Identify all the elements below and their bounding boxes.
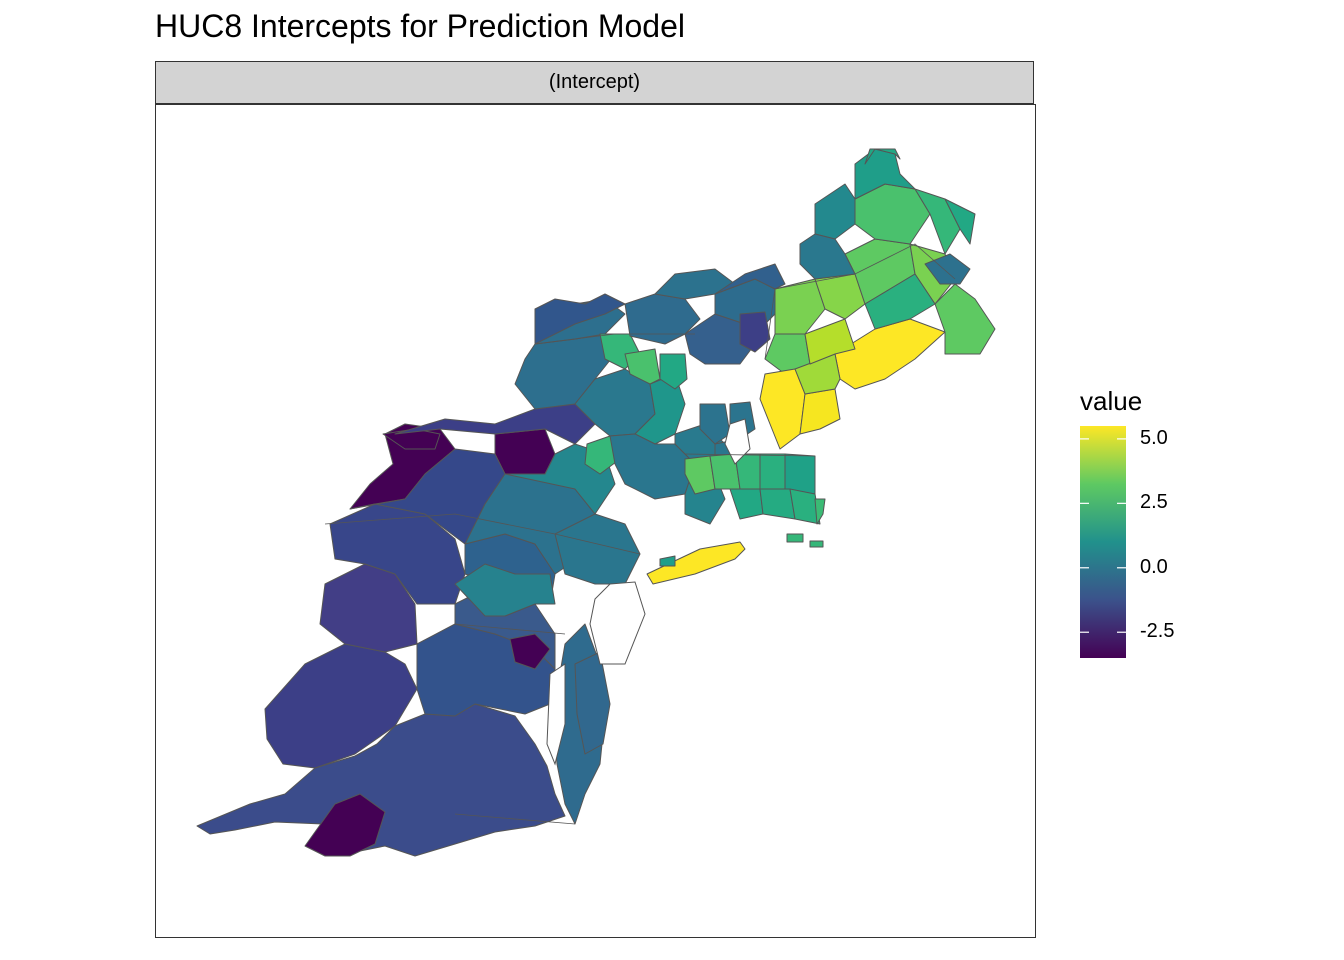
region-islands-a [786,533,804,543]
region-me-west [799,233,856,280]
region-ct-ma-g [759,488,796,520]
region-me-e [944,198,976,245]
legend-tick-label: -2.5 [1140,620,1175,643]
legend-title: value [1080,386,1143,416]
region-pa-northwest [494,428,556,475]
region-pa-susquehanna [554,513,641,585]
region-ct-shore-spot [659,555,676,567]
unfilled-areas [546,418,751,766]
region-vt-a [774,278,826,335]
chart-title: HUC8 Intercepts for Prediction Model [155,8,685,44]
region-islands-b [809,540,824,548]
nj-coast-gap [589,581,646,665]
region-ct-ma-h [789,488,821,525]
region-me-c [914,188,961,255]
region-pa-south [454,563,556,617]
legend-tick-label: 2.5 [1140,491,1168,514]
region-appal-1 [264,643,418,769]
legend-colorbar [1080,426,1126,658]
legend-tick-label: 0.0 [1140,555,1168,578]
lake-champlain-gap [724,418,751,465]
region-ct-ma-d [759,453,786,490]
region-ct-ma-e [784,453,816,495]
map-svg [155,104,1036,938]
region-deep-valley [304,793,386,857]
huc8-regions [196,148,996,857]
region-nh-green-b [804,318,856,365]
region-ny-green-b [624,348,661,385]
region-st-lawrence [714,263,786,295]
facet-strip: (Intercept) [155,61,1034,104]
region-me-coast [934,283,996,355]
region-long-island [646,541,746,585]
region-hudson-a [699,403,731,445]
region-ontario-north [534,293,626,345]
region-me-f [864,273,936,330]
region-cape-cod [814,498,826,525]
region-ny-green-c [659,353,688,390]
map-panel [155,104,1036,938]
region-me-east-dark [924,253,971,285]
facet-label: (Intercept) [548,71,641,93]
region-me-top [864,148,901,165]
region-adirondack-dark [739,311,771,353]
region-ct-ma-a [684,455,716,495]
region-pa-dark-south [509,633,551,670]
chesapeake-gap [546,663,566,766]
legend-tick-label: 5.0 [1140,426,1168,449]
state-outlines [324,243,956,825]
